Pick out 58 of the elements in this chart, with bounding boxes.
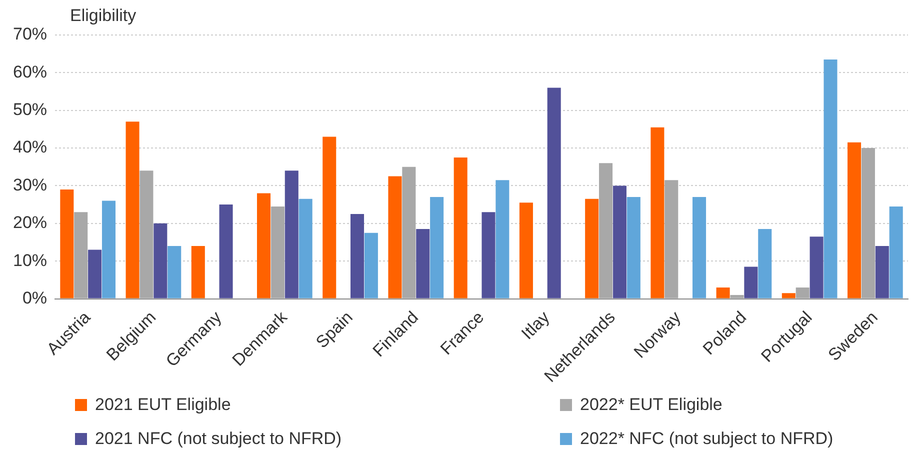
y-tick-label: 50%	[12, 100, 48, 120]
bar	[664, 180, 678, 298]
bar	[744, 266, 758, 298]
bar	[60, 189, 74, 298]
bar	[454, 157, 468, 298]
bar	[519, 202, 533, 298]
bar	[140, 170, 154, 298]
bar	[547, 88, 561, 298]
y-tick-label: 20%	[12, 213, 48, 232]
y-tick-label: 40%	[12, 138, 48, 157]
bar	[388, 176, 402, 298]
bar	[585, 198, 599, 298]
bar	[298, 198, 312, 298]
legend-label: 2022* NFC (not subject to NFRD)	[580, 429, 834, 449]
bar	[875, 246, 889, 298]
bar	[482, 212, 496, 298]
bar	[154, 223, 168, 298]
y-tick-label: 70%	[12, 24, 48, 44]
bar	[782, 293, 796, 298]
y-axis-title: Eligibility	[70, 6, 136, 26]
bar	[692, 197, 706, 298]
bar	[730, 294, 744, 298]
bar	[284, 170, 298, 298]
bar	[191, 246, 205, 298]
bar	[612, 186, 626, 298]
bar	[430, 197, 444, 298]
y-tick-label: 0%	[22, 288, 48, 308]
bar	[219, 204, 233, 298]
bar	[126, 122, 140, 298]
bar	[861, 148, 875, 298]
y-tick-label: 30%	[12, 175, 48, 194]
bar	[102, 200, 116, 298]
bar	[650, 127, 664, 298]
bar	[496, 180, 510, 298]
bar	[810, 236, 824, 298]
legend-label: 2022* EUT Eligible	[580, 395, 722, 415]
bar	[256, 193, 271, 298]
bar	[88, 250, 102, 298]
bar	[168, 246, 182, 298]
bar	[416, 229, 430, 298]
bar	[364, 232, 378, 298]
bar	[626, 197, 640, 298]
y-tick-label: 10%	[12, 250, 48, 270]
bar	[824, 59, 838, 298]
bar	[889, 206, 903, 298]
bar	[716, 287, 730, 298]
y-tick-label: 60%	[12, 62, 48, 82]
bar	[74, 212, 88, 298]
bar	[758, 229, 772, 298]
bar	[599, 163, 613, 298]
bar	[796, 287, 810, 298]
legend-label: 2021 NFC (not subject to NFRD)	[95, 429, 342, 449]
bar	[350, 214, 364, 298]
legend-label: 2021 EUT Eligible	[95, 395, 231, 415]
bar	[270, 206, 284, 298]
bar	[402, 166, 416, 298]
bar	[848, 142, 862, 298]
bar	[322, 136, 336, 298]
